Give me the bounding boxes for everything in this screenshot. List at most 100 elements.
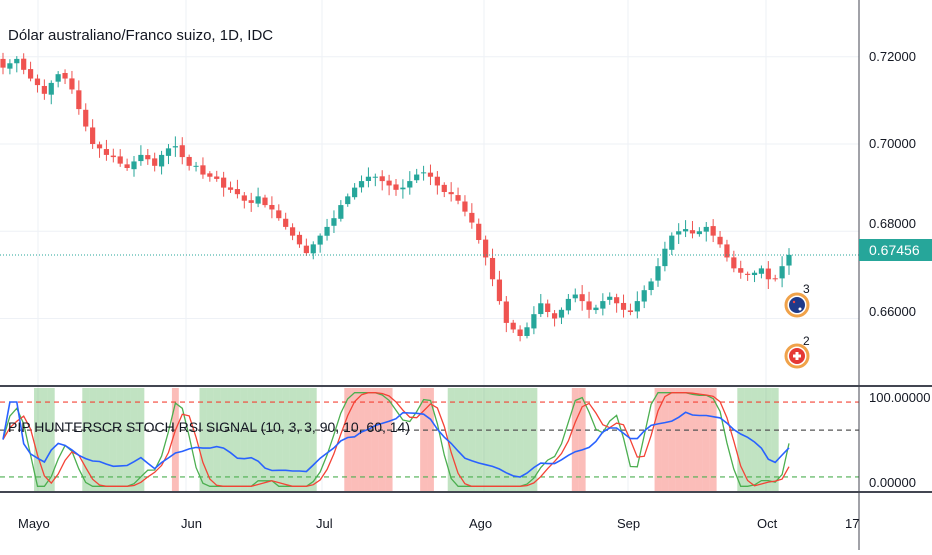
time-tick-label: Jul (316, 516, 333, 531)
candle-body (648, 281, 654, 291)
candle-body (34, 78, 41, 86)
signal-band (661, 388, 669, 491)
candle-body (193, 165, 199, 167)
candle-body (62, 72, 68, 79)
candle-body (503, 301, 509, 323)
candle-body (255, 196, 261, 204)
price-tick-label: 0.68000 (869, 216, 916, 231)
candle-body (131, 161, 137, 170)
candle-body (620, 302, 627, 310)
signal-band (689, 388, 696, 491)
candle-body (579, 294, 585, 302)
signal-band (82, 388, 90, 491)
indicator-tick-label: 0.00000 (869, 475, 916, 490)
signal-band (34, 388, 41, 491)
signal-band (461, 388, 469, 491)
candle-body (248, 200, 254, 203)
candle-body (710, 226, 716, 236)
candle-body (55, 74, 61, 82)
candle-body (414, 174, 420, 181)
signal-band (40, 388, 48, 491)
candle-body (41, 85, 47, 94)
signal-band (102, 388, 110, 491)
stoch-d-line (2, 392, 790, 487)
signal-band (282, 388, 290, 491)
signal-band (302, 388, 310, 491)
time-tick-label: Mayo (18, 516, 50, 531)
signal-band (502, 388, 510, 491)
stoch-k-line (2, 392, 790, 487)
signal-band (385, 388, 393, 491)
signal-band (123, 388, 131, 491)
switzerland-flag-icon (789, 348, 805, 364)
signal-band (516, 388, 524, 491)
signal-band (227, 388, 234, 491)
signal-band (171, 388, 179, 491)
candle-body (745, 273, 751, 275)
time-tick-label: Ago (469, 516, 492, 531)
indicator-lines (0, 392, 859, 487)
time-axis[interactable]: Mayo Jun Jul Ago Sep Oct 17 (18, 516, 859, 531)
candle-body (90, 127, 96, 144)
signal-band (89, 388, 97, 491)
signal-band (289, 388, 297, 491)
signal-band (116, 388, 124, 491)
price-axis[interactable]: 0.72000 0.70000 0.68000 0.66000 0.67456 (859, 49, 932, 319)
signal-band (96, 388, 103, 491)
candle-body (379, 176, 385, 182)
indicator-axis[interactable]: 100.00000 0.00000 (869, 390, 930, 490)
candle-body (696, 231, 702, 235)
signal-band (468, 388, 476, 491)
candle-body (655, 266, 661, 281)
candle-body (462, 201, 468, 212)
candle-body (269, 204, 275, 210)
time-tick-label: 17 (845, 516, 859, 531)
signal-band (571, 388, 579, 491)
signal-band (420, 388, 428, 491)
candle-body (214, 176, 220, 179)
candle-body (317, 235, 323, 245)
signal-band (709, 388, 717, 491)
signal-band (523, 388, 531, 491)
signal-band (261, 388, 269, 491)
candle-body (607, 296, 613, 300)
event-count: 2 (803, 334, 810, 348)
signal-band (247, 388, 255, 491)
candle-body (676, 231, 682, 235)
candle-body (103, 149, 110, 155)
candle-body (724, 244, 730, 258)
signal-band (427, 388, 434, 491)
candle-body (524, 327, 530, 336)
signal-band (344, 388, 352, 491)
candle-body (682, 229, 689, 232)
candle-body (641, 290, 647, 302)
candle-body (717, 236, 723, 245)
signal-band (682, 388, 690, 491)
candle-body (669, 235, 675, 250)
event-marker-australia[interactable]: 3 (784, 282, 810, 318)
candle-body (407, 181, 413, 188)
event-marker-switzerland[interactable]: 2 (784, 334, 810, 369)
signal-band (358, 388, 365, 491)
candle-body (241, 195, 247, 201)
signal-band (578, 388, 586, 491)
candle-body (338, 205, 344, 219)
candle-body (14, 58, 20, 64)
candle-body (158, 154, 165, 167)
candle-body (358, 181, 365, 188)
signal-band (309, 388, 317, 491)
price-tick-label: 0.70000 (869, 136, 916, 151)
time-tick-label: Jun (181, 516, 202, 531)
candle-body (96, 144, 103, 149)
candle-body (455, 195, 461, 201)
candle-body (703, 226, 709, 232)
signal-band (254, 388, 262, 491)
candle-body (145, 155, 151, 160)
last-price-badge (859, 239, 932, 261)
candle-body (545, 303, 551, 312)
candle-body (531, 314, 537, 329)
candle-body (283, 218, 289, 227)
signal-band (482, 388, 490, 491)
